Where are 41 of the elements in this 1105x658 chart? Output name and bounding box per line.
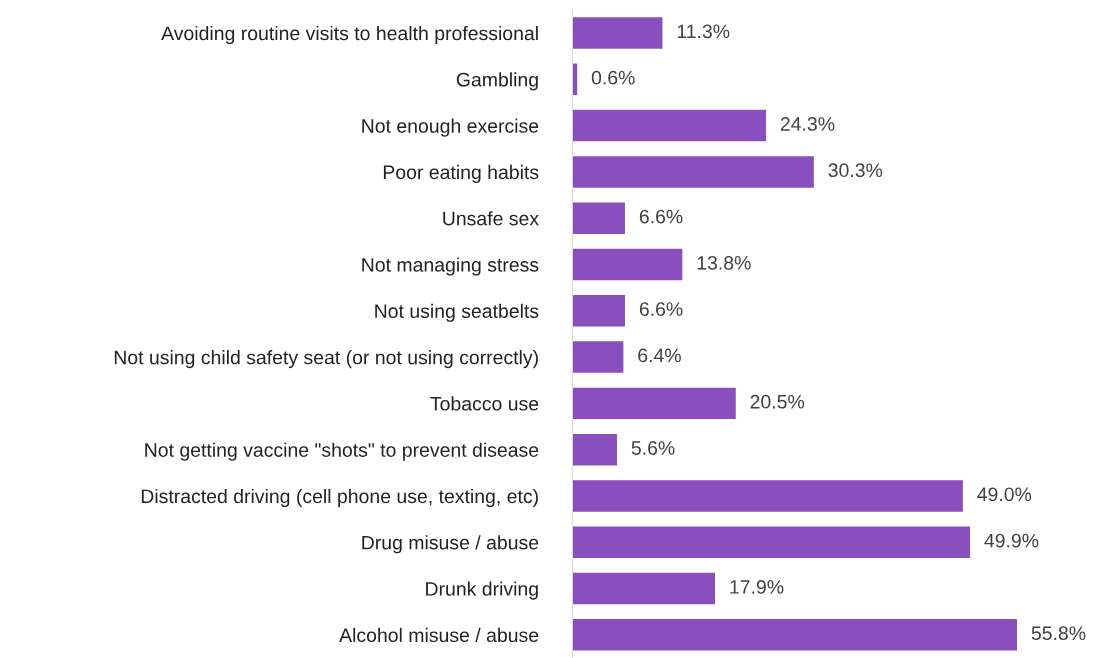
y-tick-label: Not getting vaccine "shots" to prevent disease — [145, 442, 539, 461]
y-tick-label: Not using child safety seat (or not using correctly) — [114, 350, 538, 369]
bar — [572, 341, 624, 373]
data-label: 6.6% — [639, 209, 683, 224]
data-label: 20.5% — [750, 394, 805, 409]
bar — [572, 202, 625, 234]
bar — [572, 248, 683, 281]
data-label: 5.6% — [631, 441, 675, 455]
y-tick-label: Unsafe sex — [443, 211, 539, 226]
bar — [572, 480, 963, 512]
bar — [572, 17, 663, 49]
y-tick-label: Drunk driving — [426, 581, 538, 600]
y-tick-label: Drug misuse / abuse — [362, 535, 539, 554]
y-tick-label: Avoiding routine visits to health professional — [161, 25, 538, 45]
y-tick-label: Alcohol misuse / abuse — [339, 627, 539, 643]
y-tick-label: Gambling — [456, 72, 538, 91]
data-label: 17.9% — [730, 580, 784, 594]
data-label: 6.4% — [638, 348, 681, 363]
data-label: 0.6% — [591, 70, 635, 85]
data-label: 24.3% — [780, 117, 835, 131]
bar — [572, 619, 1018, 651]
data-label: 55.8% — [1031, 626, 1086, 641]
data-label: 30.3% — [828, 163, 883, 178]
y-tick-label: Not using seatbelts — [375, 303, 539, 322]
data-label: 11.3% — [677, 24, 730, 39]
bar — [572, 295, 625, 327]
bar — [572, 433, 618, 466]
y-tick-label: Distracted driving (cell phone use, texting, etc) — [141, 488, 538, 508]
y-tick-label: Not enough exercise — [362, 118, 539, 137]
bar — [572, 387, 736, 420]
bar — [572, 156, 814, 188]
data-label: 13.8% — [697, 255, 751, 270]
bar — [572, 526, 971, 558]
y-tick-label: Not managing stress — [362, 257, 539, 276]
y-tick-label: Tobacco use — [430, 396, 539, 411]
bar — [572, 572, 716, 605]
y-tick-label: Poor eating habits — [383, 164, 539, 183]
bar — [572, 109, 767, 142]
data-label: 49.0% — [977, 487, 1032, 502]
data-label: 6.6% — [639, 302, 683, 317]
data-label: 49.9% — [984, 533, 1039, 548]
